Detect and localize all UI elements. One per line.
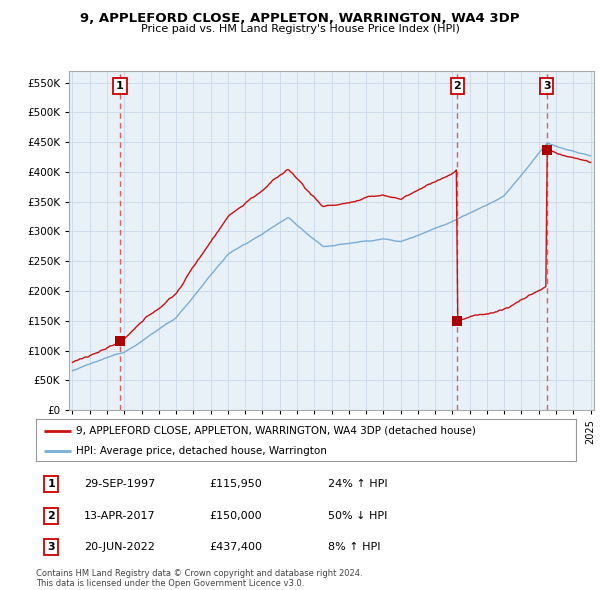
Text: 8% ↑ HPI: 8% ↑ HPI: [328, 542, 380, 552]
Text: £437,400: £437,400: [209, 542, 262, 552]
Text: 2: 2: [454, 81, 461, 91]
Text: 50% ↓ HPI: 50% ↓ HPI: [328, 511, 387, 520]
Text: Price paid vs. HM Land Registry's House Price Index (HPI): Price paid vs. HM Land Registry's House …: [140, 24, 460, 34]
Text: 29-SEP-1997: 29-SEP-1997: [84, 479, 155, 489]
Text: Contains HM Land Registry data © Crown copyright and database right 2024.
This d: Contains HM Land Registry data © Crown c…: [36, 569, 362, 588]
Text: 13-APR-2017: 13-APR-2017: [84, 511, 155, 520]
Text: 1: 1: [47, 479, 55, 489]
Text: 9, APPLEFORD CLOSE, APPLETON, WARRINGTON, WA4 3DP: 9, APPLEFORD CLOSE, APPLETON, WARRINGTON…: [80, 12, 520, 25]
Text: £150,000: £150,000: [209, 511, 262, 520]
Text: 3: 3: [47, 542, 55, 552]
Text: 2: 2: [47, 511, 55, 520]
Text: 24% ↑ HPI: 24% ↑ HPI: [328, 479, 387, 489]
Text: HPI: Average price, detached house, Warrington: HPI: Average price, detached house, Warr…: [77, 446, 328, 455]
Text: 1: 1: [116, 81, 124, 91]
Text: £115,950: £115,950: [209, 479, 262, 489]
Text: 3: 3: [543, 81, 551, 91]
Text: 20-JUN-2022: 20-JUN-2022: [84, 542, 155, 552]
Text: 9, APPLEFORD CLOSE, APPLETON, WARRINGTON, WA4 3DP (detached house): 9, APPLEFORD CLOSE, APPLETON, WARRINGTON…: [77, 426, 476, 436]
